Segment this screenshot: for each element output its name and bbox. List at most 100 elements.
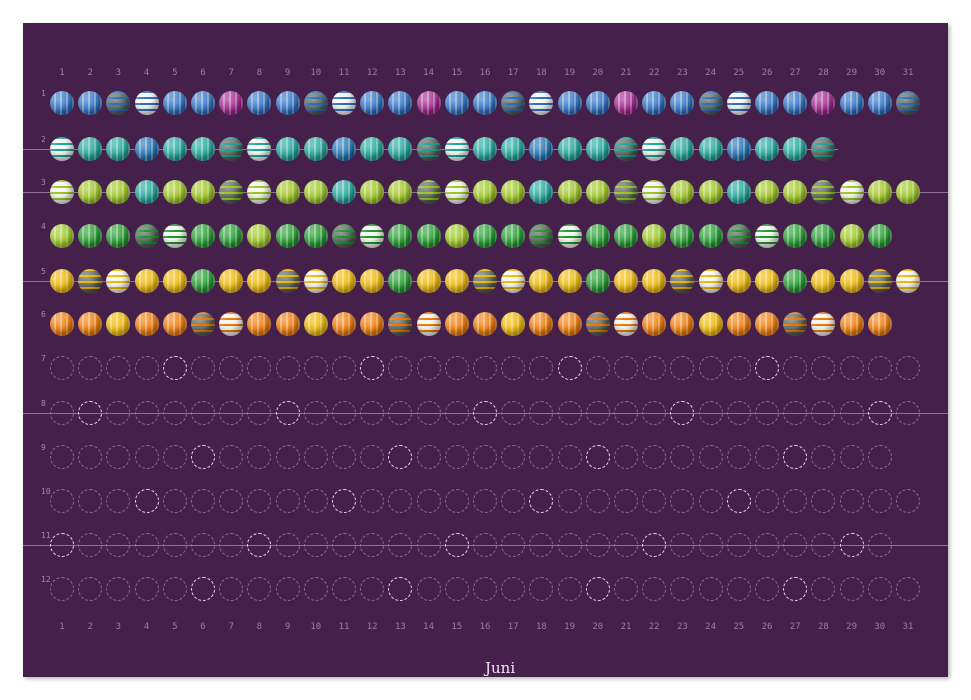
day-circle[interactable] (388, 356, 413, 380)
day-bead[interactable] (783, 180, 808, 204)
day-bead[interactable] (726, 137, 751, 161)
day-circle[interactable] (134, 356, 159, 380)
day-bead[interactable] (219, 180, 244, 204)
day-circle[interactable] (78, 533, 103, 557)
day-circle[interactable] (698, 356, 723, 380)
day-bead[interactable] (501, 137, 526, 161)
day-circle[interactable] (670, 533, 695, 557)
day-circle[interactable] (867, 533, 892, 557)
day-circle[interactable] (755, 401, 779, 425)
day-bead[interactable] (247, 91, 272, 115)
day-bead[interactable] (360, 269, 385, 293)
day-bead[interactable] (247, 312, 272, 336)
day-circle[interactable] (811, 533, 836, 557)
day-circle[interactable] (473, 489, 497, 513)
day-bead[interactable] (698, 224, 723, 248)
day-circle[interactable] (839, 533, 864, 557)
day-circle[interactable] (275, 533, 300, 557)
day-circle[interactable] (191, 533, 215, 557)
day-circle[interactable] (360, 401, 385, 425)
day-bead[interactable] (755, 269, 779, 293)
day-circle[interactable] (473, 533, 497, 557)
day-circle[interactable] (896, 577, 920, 601)
day-bead[interactable] (614, 137, 638, 161)
day-bead[interactable] (614, 269, 638, 293)
day-circle[interactable] (501, 356, 526, 380)
day-circle[interactable] (755, 445, 779, 469)
day-bead[interactable] (162, 137, 187, 161)
day-bead[interactable] (388, 269, 413, 293)
day-bead[interactable] (332, 312, 356, 336)
day-bead[interactable] (811, 269, 836, 293)
day-circle[interactable] (585, 401, 610, 425)
day-bead[interactable] (755, 312, 779, 336)
day-bead[interactable] (332, 91, 356, 115)
day-bead[interactable] (303, 137, 328, 161)
day-circle[interactable] (275, 577, 300, 601)
day-bead[interactable] (755, 180, 779, 204)
day-circle[interactable] (247, 356, 272, 380)
day-bead[interactable] (585, 269, 610, 293)
day-bead[interactable] (670, 137, 695, 161)
day-circle[interactable] (755, 489, 779, 513)
day-bead[interactable] (783, 137, 808, 161)
day-circle[interactable] (783, 445, 808, 469)
day-circle[interactable] (332, 445, 356, 469)
day-bead[interactable] (867, 312, 892, 336)
day-circle[interactable] (106, 577, 131, 601)
day-circle[interactable] (332, 577, 356, 601)
day-circle[interactable] (134, 533, 159, 557)
day-bead[interactable] (896, 180, 920, 204)
day-circle[interactable] (867, 356, 892, 380)
day-circle[interactable] (416, 356, 441, 380)
day-circle[interactable] (275, 401, 300, 425)
day-circle[interactable] (726, 445, 751, 469)
day-circle[interactable] (839, 401, 864, 425)
day-bead[interactable] (501, 312, 526, 336)
day-circle[interactable] (529, 445, 554, 469)
day-bead[interactable] (191, 137, 215, 161)
day-bead[interactable] (134, 137, 159, 161)
day-circle[interactable] (698, 489, 723, 513)
day-circle[interactable] (642, 356, 667, 380)
day-circle[interactable] (698, 445, 723, 469)
day-circle[interactable] (867, 489, 892, 513)
day-bead[interactable] (275, 269, 300, 293)
day-bead[interactable] (726, 269, 751, 293)
day-circle[interactable] (303, 533, 328, 557)
day-bead[interactable] (726, 224, 751, 248)
day-bead[interactable] (585, 91, 610, 115)
day-bead[interactable] (416, 91, 441, 115)
day-circle[interactable] (162, 445, 187, 469)
day-circle[interactable] (670, 489, 695, 513)
day-circle[interactable] (360, 533, 385, 557)
day-circle[interactable] (444, 577, 469, 601)
day-circle[interactable] (50, 445, 74, 469)
day-circle[interactable] (642, 533, 667, 557)
day-bead[interactable] (360, 180, 385, 204)
day-circle[interactable] (78, 577, 103, 601)
day-bead[interactable] (162, 180, 187, 204)
day-circle[interactable] (501, 577, 526, 601)
day-circle[interactable] (529, 577, 554, 601)
day-circle[interactable] (219, 356, 244, 380)
day-bead[interactable] (839, 91, 864, 115)
day-circle[interactable] (388, 445, 413, 469)
day-bead[interactable] (726, 180, 751, 204)
day-bead[interactable] (191, 224, 215, 248)
day-bead[interactable] (557, 312, 582, 336)
day-bead[interactable] (698, 91, 723, 115)
day-bead[interactable] (670, 269, 695, 293)
day-circle[interactable] (78, 489, 103, 513)
day-bead[interactable] (191, 312, 215, 336)
day-circle[interactable] (614, 445, 638, 469)
day-circle[interactable] (755, 533, 779, 557)
day-bead[interactable] (585, 137, 610, 161)
day-bead[interactable] (162, 312, 187, 336)
day-bead[interactable] (614, 180, 638, 204)
day-bead[interactable] (78, 269, 103, 293)
day-bead[interactable] (698, 180, 723, 204)
day-bead[interactable] (247, 269, 272, 293)
day-circle[interactable] (811, 445, 836, 469)
day-bead[interactable] (811, 180, 836, 204)
